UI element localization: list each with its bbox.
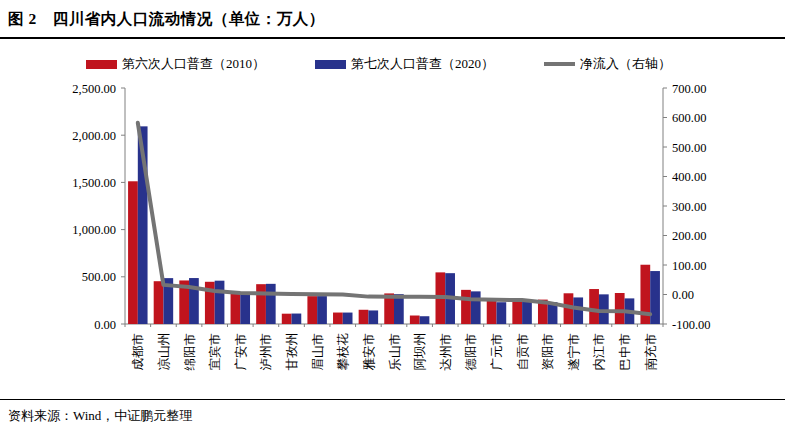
bar-2020 [317, 296, 327, 324]
bar-2010 [589, 289, 599, 324]
x-label: 遂宁市 [567, 333, 581, 371]
bar-2020 [343, 313, 353, 324]
bar-2010 [512, 299, 522, 324]
bar-2010 [154, 281, 164, 324]
bar-2010 [487, 301, 497, 324]
x-label: 乐山市 [388, 333, 402, 371]
axis-x [125, 324, 663, 327]
bar-2010 [256, 284, 266, 324]
bar-2010 [282, 314, 292, 324]
x-label: 广安市 [234, 333, 248, 371]
x-label: 凉山州 [157, 333, 171, 371]
bar-2020 [496, 302, 506, 324]
bar-2010 [359, 310, 369, 324]
legend-item-census-2010: 第六次人口普查（2010） [86, 55, 265, 73]
x-label: 泸州市 [259, 333, 273, 371]
bar-2020 [189, 278, 199, 324]
x-label: 南充市 [644, 333, 658, 371]
svg-text:-100.00: -100.00 [672, 318, 711, 332]
bar-2010 [461, 290, 471, 324]
bar-2020 [471, 291, 481, 324]
svg-text:1,000.00: 1,000.00 [72, 223, 116, 237]
bars-census-2020 [138, 126, 660, 324]
svg-text:2,500.00: 2,500.00 [72, 82, 116, 96]
x-label: 绵阳市 [183, 333, 197, 372]
chart-area: 0.00 500.00 1,000.00 1,500.00 2,000.00 2,500.… [0, 75, 785, 401]
bar-2020 [420, 316, 430, 324]
bar-2020 [368, 310, 378, 324]
x-label: 阿坝州 [413, 333, 427, 371]
x-labels: 成都市凉山州绵阳市宜宾市广安市泸州市甘孜州眉山市攀枝花雅安市乐山市阿坝州达州市德… [131, 333, 657, 372]
x-label: 甘孜州 [285, 333, 299, 371]
x-label: 攀枝花 [336, 333, 350, 371]
x-label: 德阳市 [464, 333, 478, 371]
x-label: 宜宾市 [208, 333, 222, 371]
bar-2020 [650, 271, 660, 324]
x-label: 内江市 [592, 333, 606, 371]
x-label: 资阳市 [541, 333, 555, 371]
bar-2020 [522, 301, 532, 325]
bar-2010 [333, 313, 343, 324]
svg-text:600.00: 600.00 [672, 111, 706, 125]
svg-text:2,000.00: 2,000.00 [72, 129, 116, 143]
bar-2020 [292, 314, 302, 324]
chart-legend: 第六次人口普查（2010） 第七次人口普查（2020） 净流入（右轴） [86, 55, 785, 73]
x-label: 成都市 [131, 333, 145, 371]
x-label: 自贡市 [516, 333, 530, 371]
axis-right: -100.00 0.00 100.00 200.00 300.00 400.00 500.0… [663, 82, 711, 332]
bar-2020 [573, 297, 583, 324]
x-label: 巴中市 [618, 333, 632, 371]
svg-text:700.00: 700.00 [672, 82, 706, 96]
legend-label-2010: 第六次人口普查（2010） [122, 55, 265, 73]
bar-2020 [215, 281, 225, 324]
x-label: 广元市 [490, 333, 504, 371]
bar-2010 [410, 316, 420, 324]
svg-text:0.00: 0.00 [672, 288, 694, 302]
bar-2020 [240, 293, 250, 324]
x-label: 雅安市 [362, 333, 376, 371]
svg-text:300.00: 300.00 [672, 200, 706, 214]
bar-2010 [615, 293, 625, 324]
legend-item-net-inflow: 净流入（右轴） [544, 55, 671, 73]
legend-label-net: 净流入（右轴） [580, 55, 671, 73]
svg-text:0.00: 0.00 [94, 318, 116, 332]
legend-swatch-2010 [86, 60, 117, 69]
svg-text:400.00: 400.00 [672, 170, 706, 184]
source-note: 资料来源：Wind，中证鹏元整理 [8, 408, 192, 423]
svg-text:200.00: 200.00 [672, 229, 706, 243]
figure-footer: 资料来源：Wind，中证鹏元整理 [0, 399, 785, 425]
x-label: 达州市 [439, 333, 453, 371]
legend-swatch-2020 [315, 60, 346, 69]
bar-2010 [231, 294, 241, 324]
bar-2010 [307, 296, 317, 324]
x-label: 眉山市 [311, 333, 325, 371]
legend-swatch-net-line [544, 62, 575, 66]
svg-text:1,500.00: 1,500.00 [72, 176, 116, 190]
figure-header: 图 2 四川省内人口流动情况（单位：万人） [0, 0, 785, 39]
svg-text:500.00: 500.00 [672, 141, 706, 155]
bar-2020 [266, 284, 276, 324]
svg-text:100.00: 100.00 [672, 259, 706, 273]
legend-item-census-2020: 第七次人口普查（2020） [315, 55, 494, 73]
figure-page: { "header": { "title": "图 2 四川省内人口流动情况（单… [0, 0, 785, 434]
legend-label-2020: 第七次人口普查（2020） [351, 55, 494, 73]
bar-2010 [128, 181, 138, 324]
axis-left: 0.00 500.00 1,000.00 1,500.00 2,000.00 2,500.… [72, 82, 125, 332]
figure-title: 图 2 四川省内人口流动情况（单位：万人） [8, 10, 325, 27]
bars-census-2010 [128, 181, 650, 324]
chart-plot: 0.00 500.00 1,000.00 1,500.00 2,000.00 2,500.… [0, 75, 785, 397]
svg-text:500.00: 500.00 [82, 270, 116, 284]
